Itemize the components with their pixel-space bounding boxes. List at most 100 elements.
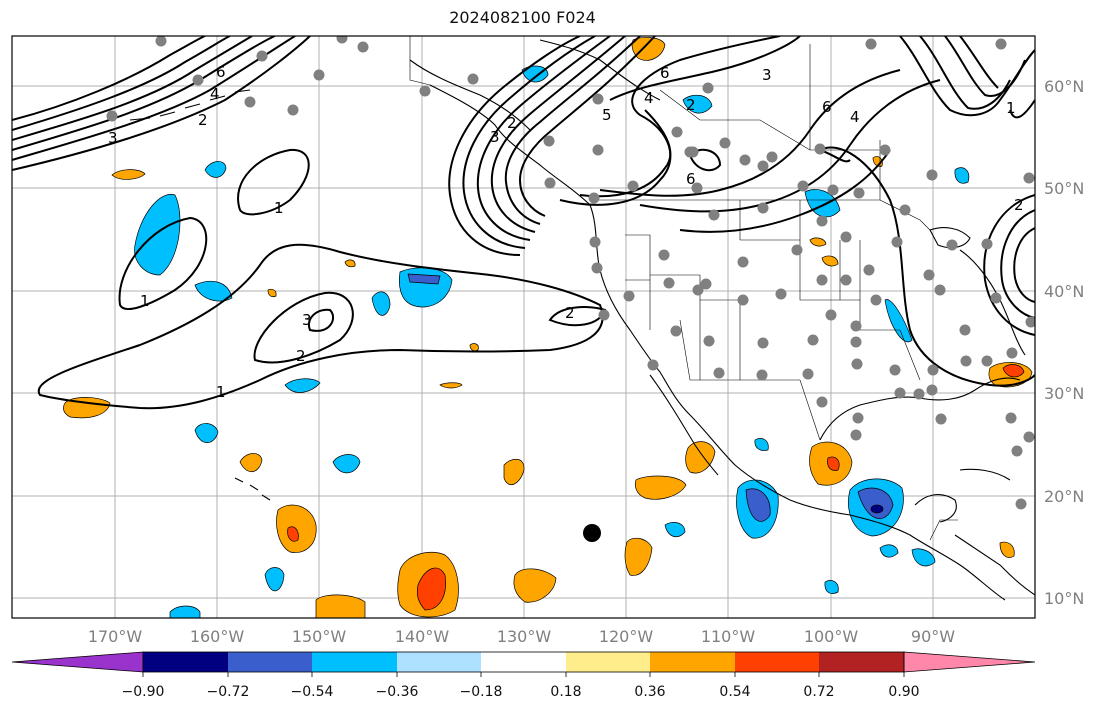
contour-label: 2 (507, 114, 517, 132)
lon-label: 100°W (804, 627, 859, 646)
aleutians (129, 89, 251, 121)
contour-label: 3 (490, 128, 500, 146)
yucatan (914, 494, 957, 523)
contour-label: 4 (644, 89, 654, 107)
graticule (12, 36, 1035, 618)
colorbar-tick: −0.90 (122, 684, 165, 700)
blue-blob (884, 299, 913, 343)
orange-blob (267, 288, 277, 298)
lon-label: 110°W (701, 627, 756, 646)
lat-label: 60°N (1044, 77, 1084, 96)
orange-blob (634, 475, 687, 500)
contour-label: 1 (274, 199, 284, 217)
colorbar-segment (481, 652, 566, 672)
contour-label: 6 (686, 170, 696, 188)
orange-blob (344, 259, 356, 268)
blue-blob (664, 522, 686, 538)
colorbar-segment (566, 652, 650, 672)
lon-label: 90°W (911, 627, 955, 646)
blue-blob (194, 280, 233, 302)
orange-blob (999, 541, 1015, 558)
contour-label: 1 (216, 383, 226, 401)
orange-blob (827, 456, 840, 471)
coastlines (129, 39, 1035, 601)
blue-blob (879, 544, 899, 558)
blue-blob (204, 161, 227, 178)
north-america-coast (429, 84, 1006, 601)
contour-label-group: 6 4 3 2 1 2 3 2 1 1 2 3 5 4 6 2 3 6 4 1 … (108, 63, 1024, 401)
blue-blob (911, 548, 936, 567)
colorbar-segment (312, 652, 397, 672)
lon-label: 140°W (395, 627, 450, 646)
blue-blob (371, 291, 391, 316)
contour-label: 1 (140, 292, 150, 310)
blue-blob (194, 423, 219, 443)
contour-lines (12, 36, 1035, 410)
orange-blob (416, 567, 446, 611)
colorbar-segment (228, 652, 312, 672)
contour-label: 2 (686, 96, 696, 114)
contour-label: 3 (108, 129, 118, 147)
lon-label: 160°W (190, 627, 245, 646)
blue-blob (332, 454, 361, 474)
orange-blob (239, 453, 263, 472)
map-frame (11, 35, 1036, 619)
blue-blob (745, 488, 771, 522)
contour-label: 6 (660, 64, 670, 82)
lat-label: 50°N (1044, 179, 1084, 198)
blue-blob (407, 273, 441, 285)
colorbar-segment (143, 652, 228, 672)
baja-california (649, 374, 719, 476)
blue-blob (870, 504, 884, 514)
lon-label: 170°W (88, 627, 143, 646)
orange-blob (315, 594, 366, 618)
lon-label: 130°W (497, 627, 552, 646)
lat-label: 40°N (1044, 282, 1084, 301)
blue-blob (264, 567, 285, 592)
colorbar-extend-low (11, 651, 144, 673)
shaded-anomalies (63, 37, 1033, 618)
colorbar-extend-high (903, 651, 1036, 673)
longitude-labels: 170°W 160°W 150°W 140°W 130°W 120°W 110°… (88, 627, 955, 646)
colorbar-segment (397, 652, 481, 672)
canada-coast (539, 39, 661, 101)
orange-blob (1002, 364, 1025, 378)
blue-blob (824, 580, 839, 594)
orange-blob (63, 397, 111, 419)
lon-label: 150°W (292, 627, 347, 646)
orange-blob (469, 343, 479, 352)
colorbar-tick: 0.18 (550, 684, 581, 700)
contour-label: 3 (302, 311, 312, 329)
storm-center-marker (583, 524, 601, 542)
orange-blob (685, 441, 716, 474)
contour-label: 2 (1014, 196, 1024, 214)
contour-label: 6 (822, 98, 832, 116)
central-america (954, 534, 1035, 596)
colorbar-tick: 0.90 (888, 684, 919, 700)
blue-blob (857, 487, 894, 519)
contour-label: 2 (198, 111, 208, 129)
colorbar-outline (142, 651, 905, 673)
lat-label: 20°N (1044, 487, 1084, 506)
orange-blob (513, 568, 557, 603)
contour-label: 2 (565, 304, 575, 322)
blue-blob (284, 378, 321, 393)
colorbar-tick: 0.72 (803, 684, 834, 700)
colorbar-tick: 0.36 (634, 684, 665, 700)
colorbar-tick: −0.36 (376, 684, 419, 700)
blue-blob (134, 194, 181, 276)
colorbar-segment (819, 652, 904, 672)
blue-blob (169, 605, 201, 618)
colorbar-tick: −0.72 (207, 684, 250, 700)
political-borders (409, 36, 958, 541)
lat-label: 10°N (1044, 589, 1084, 608)
contour-label: 5 (602, 106, 612, 124)
contour-label: 2 (296, 347, 306, 365)
colorbar-tick: −0.18 (460, 684, 503, 700)
colorbar-segment (650, 652, 735, 672)
orange-blob (821, 255, 839, 267)
orange-blob (631, 37, 666, 61)
orange-blob (503, 458, 525, 486)
alaska-coast (409, 59, 531, 131)
